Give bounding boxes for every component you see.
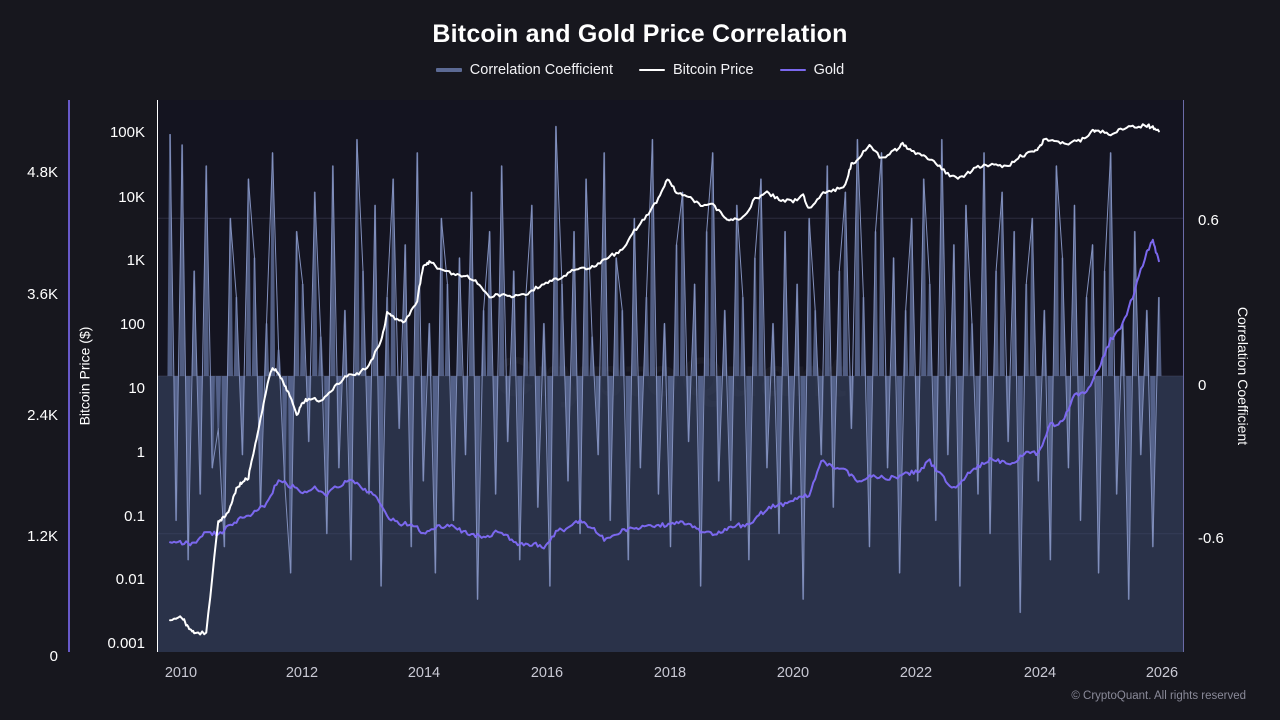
legend-swatch-correlation [435, 68, 462, 72]
bitcoin-axis-tick-4: 10 [128, 380, 145, 397]
legend-label-correlation: Correlation Coefficient [469, 62, 613, 78]
page-title: Bitcoin and Gold Price Correlation [432, 20, 848, 48]
legend-item-correlation[interactable]: Correlation Coefficient [435, 62, 613, 78]
bitcoin-axis-tick-1: 10K [118, 189, 145, 206]
legend-item-bitcoin[interactable]: Bitcoin Price [638, 62, 754, 78]
legend-label-bitcoin: Bitcoin Price [672, 62, 754, 78]
chart-legend: Correlation Coefficient Bitcoin Price Go… [0, 62, 1280, 78]
legend-swatch-gold [779, 69, 806, 71]
x-axis-tick-2: 2014 [407, 665, 441, 681]
bitcoin-axis-tick-6: 0.1 [124, 508, 145, 525]
gold-axis-tick-0: 4.8K [27, 164, 58, 181]
correlation-axis-tick-1: 0 [1198, 377, 1207, 394]
x-axis-tick-7: 2024 [1023, 665, 1057, 681]
copyright-credit: © CryptoQuant. All rights reserved [1071, 690, 1246, 702]
correlation-axis-title-wrap: Correlation Coefficient [1235, 100, 1256, 652]
bitcoin-axis-title: Bitcoin Price ($) [76, 326, 93, 426]
bitcoin-axis-tick-3: 100 [119, 316, 145, 333]
gold-axis-line [68, 100, 70, 652]
x-axis-tick-5: 2020 [776, 665, 810, 681]
chart-svg [158, 123, 1183, 652]
bitcoin-axis-tick-8: 0.001 [107, 635, 145, 652]
x-axis-tick-8: 2026 [1145, 665, 1179, 681]
bitcoin-axis-title-wrap: Bitcoin Price ($) [76, 100, 117, 652]
gold-axis-tick-3: 1.2K [27, 528, 58, 545]
correlation-axis-tick-2: -0.6 [1198, 530, 1224, 547]
plot-area: CryptoQuant [157, 100, 1184, 652]
gold-axis-tick-1: 3.6K [27, 286, 58, 303]
legend-label-gold: Gold [813, 62, 845, 78]
bitcoin-axis-tick-7: 0.01 [115, 571, 145, 588]
bitcoin-axis-tick-2: 1K [126, 252, 145, 269]
legend-swatch-bitcoin [638, 69, 665, 71]
x-axis-tick-3: 2016 [530, 665, 564, 681]
x-axis-tick-6: 2022 [899, 665, 933, 681]
gold-axis-tick-4: 0 [49, 648, 58, 665]
bitcoin-axis-tick-0: 100K [109, 124, 145, 141]
gold-axis-tick-2: 2.4K [27, 407, 58, 424]
bitcoin-axis-tick-5: 1 [136, 444, 145, 461]
x-axis-tick-1: 2012 [285, 665, 319, 681]
correlation-axis-tick-0: 0.6 [1198, 212, 1219, 229]
x-axis-tick-4: 2018 [653, 665, 687, 681]
correlation-axis-title: Correlation Coefficient [1235, 306, 1252, 446]
legend-item-gold[interactable]: Gold [779, 62, 845, 78]
x-axis-tick-0: 2010 [164, 665, 198, 681]
